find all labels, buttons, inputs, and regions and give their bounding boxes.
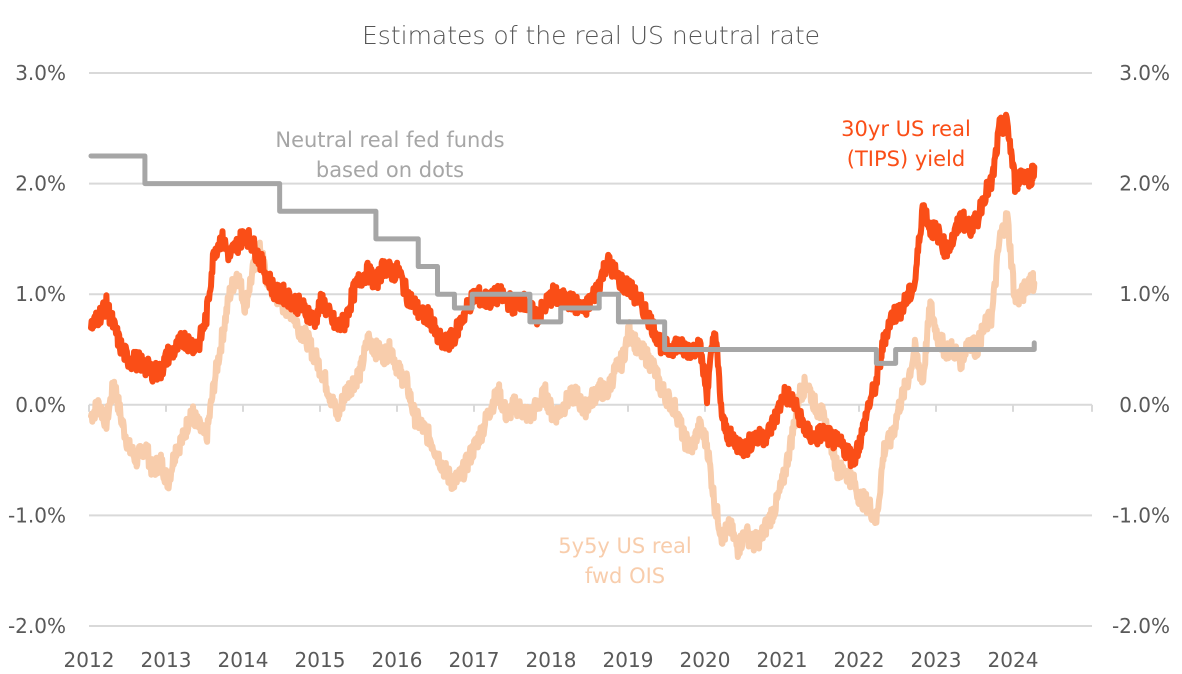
y-tick-label-left: 2.0% bbox=[15, 172, 66, 196]
x-tick-label: 2015 bbox=[295, 648, 346, 672]
annotation-tips: 30yr US real bbox=[841, 117, 971, 141]
annotation-dots: based on dots bbox=[316, 158, 464, 182]
y-tick-label-left: 0.0% bbox=[15, 393, 66, 417]
y-tick-label-right: 1.0% bbox=[1119, 282, 1170, 306]
y-axis-left: -2.0% -1.0% 0.0% 1.0% 2.0% 3.0% bbox=[8, 61, 66, 638]
series-line-neutral-real-fed-funds-based-on-dots bbox=[88, 153, 1037, 366]
x-axis: 2012 2013 2014 2015 2016 2017 2018 2019 2020 2021… bbox=[64, 404, 1093, 672]
y-tick-label-right: -2.0% bbox=[1112, 614, 1170, 638]
x-tick-label: 2024 bbox=[988, 648, 1039, 672]
x-tick-label: 2016 bbox=[372, 648, 423, 672]
x-tick-label: 2012 bbox=[64, 648, 115, 672]
x-tick-label: 2013 bbox=[141, 648, 192, 672]
x-tick-label: 2014 bbox=[218, 648, 269, 672]
series-annotations: 5y5y US real fwd OIS 30yr US real (TIPS) yi… bbox=[275, 117, 970, 588]
annotation-dots: Neutral real fed funds bbox=[275, 128, 504, 152]
y-tick-label-right: 0.0% bbox=[1119, 393, 1170, 417]
y-axis-right: -2.0% -1.0% 0.0% 1.0% 2.0% 3.0% bbox=[1112, 61, 1170, 638]
y-tick-label-right: 2.0% bbox=[1119, 172, 1170, 196]
y-tick-label-left: -2.0% bbox=[8, 614, 66, 638]
annotation-5y5y: 5y5y US real bbox=[558, 534, 691, 558]
y-tick-label-left: -1.0% bbox=[8, 503, 66, 527]
x-tick-label: 2018 bbox=[526, 648, 577, 672]
y-tick-label-left: 3.0% bbox=[15, 61, 66, 85]
y-tick-label-left: 1.0% bbox=[15, 282, 66, 306]
x-tick-label: 2019 bbox=[603, 648, 654, 672]
x-tick-label: 2022 bbox=[834, 648, 885, 672]
annotation-5y5y: fwd OIS bbox=[585, 564, 665, 588]
x-tick-label: 2021 bbox=[757, 648, 808, 672]
x-tick-label: 2017 bbox=[449, 648, 500, 672]
series-line-30yr-us-real-tips-yield bbox=[88, 111, 1038, 470]
y-tick-label-right: -1.0% bbox=[1112, 503, 1170, 527]
annotation-tips: (TIPS) yield bbox=[847, 147, 965, 171]
chart-title: Estimates of the real US neutral rate bbox=[362, 21, 820, 50]
series-line-5y5y-us-real-fwd-ois bbox=[88, 210, 1038, 560]
x-tick-label: 2020 bbox=[680, 648, 731, 672]
series-lines bbox=[88, 111, 1038, 560]
x-tick-label: 2023 bbox=[911, 648, 962, 672]
y-tick-label-right: 3.0% bbox=[1119, 61, 1170, 85]
